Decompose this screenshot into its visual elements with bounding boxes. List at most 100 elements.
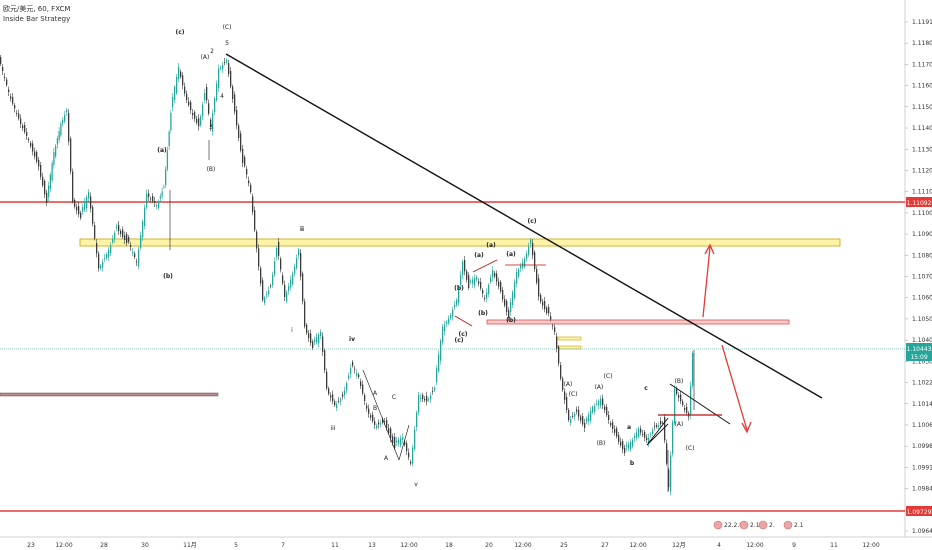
session-markers[interactable]: 22.2.8 2.1 2. 2.1 (713, 520, 804, 530)
candle-body (370, 415, 372, 418)
candle-body (394, 437, 396, 448)
candle-body (278, 242, 280, 256)
downtrend-line[interactable] (225, 53, 823, 399)
time-axis[interactable]: 23 12:00 28 30 11月 5 7 11 13 12:00 18 20 12:00 25 27 12… (27, 542, 880, 549)
candle-body (118, 225, 120, 231)
candle-body (242, 149, 244, 163)
candle-body (402, 437, 404, 440)
projection-down-arrow[interactable] (721, 344, 752, 434)
yellow-box-2[interactable] (557, 345, 582, 350)
candle-body (180, 71, 182, 77)
x-tick-label: 12:00 (400, 542, 417, 549)
triangle-line-1[interactable] (646, 417, 669, 446)
candle-body (596, 403, 598, 405)
price-axis[interactable]: 1.11910 1.11800 1.11700 1.11600 1.11500 1.114… (905, 19, 932, 535)
triangle-line-2[interactable] (646, 423, 669, 446)
wave-label: (A) (595, 384, 604, 391)
candle-body (130, 245, 132, 247)
candle-body (186, 93, 188, 100)
demand-zone-pink[interactable] (486, 319, 790, 325)
yellow-box-1[interactable] (557, 336, 582, 341)
candle-body (336, 404, 338, 408)
candle-body (484, 298, 486, 299)
candle-body (310, 333, 312, 343)
candle-body (584, 422, 586, 428)
candle-body (36, 152, 38, 162)
session-marker-icon[interactable] (739, 520, 749, 530)
candle-body (346, 383, 348, 391)
x-tick-label: 12:00 (862, 542, 879, 549)
candle-body (12, 97, 14, 104)
wave-label: (c) (454, 337, 463, 344)
supply-zone-yellow[interactable] (79, 238, 841, 247)
candle-body (542, 301, 544, 306)
session-marker-icon[interactable] (758, 520, 768, 530)
candle-body (670, 455, 672, 492)
wave-label: 2 (210, 48, 214, 55)
candle-body (426, 395, 428, 402)
candle-body (358, 374, 360, 377)
candle-body (660, 421, 662, 425)
candle-body (300, 253, 302, 277)
x-tick-label: 20 (485, 542, 493, 549)
candle-body (638, 428, 640, 437)
y-tick-label: 1.11100 (912, 189, 932, 196)
candle-body (302, 273, 304, 302)
wave-label: ii (300, 226, 304, 233)
candle-body (20, 118, 22, 124)
y-tick-label: 1.10060 (912, 422, 932, 429)
candle-body (308, 333, 310, 338)
candle-body (194, 112, 196, 119)
y-tick-label: 1.11300 (912, 146, 932, 153)
wave-label: (A) (201, 54, 210, 61)
y-tick-label: 1.09640 (912, 528, 932, 535)
projection-up-arrow[interactable] (702, 243, 715, 318)
candle-body (204, 93, 206, 101)
candle-body (684, 408, 686, 410)
wave-label: A (384, 455, 389, 462)
candle-body (114, 232, 116, 239)
candle-body (672, 421, 674, 454)
candle-body (68, 113, 70, 142)
y-tick-label: 1.09980 (912, 443, 932, 450)
candle-body (86, 197, 88, 208)
candle-body (350, 368, 352, 374)
candle-body (146, 193, 148, 208)
x-tick-label: 12月 (672, 542, 686, 549)
session-marker-icon[interactable] (713, 520, 723, 530)
candle-body (450, 315, 452, 319)
x-tick-label: 11 (830, 542, 838, 549)
candle-body (106, 254, 108, 258)
wave-label: (b) (163, 273, 173, 280)
candle-body (198, 118, 200, 127)
x-tick-label: 28 (100, 542, 108, 549)
candle-body (156, 205, 158, 206)
candle-body (678, 395, 680, 398)
candle-body (566, 397, 568, 410)
candle-body (142, 221, 144, 237)
wave-label: A (373, 390, 378, 397)
brown-zone[interactable] (0, 392, 219, 397)
candle-body (176, 77, 178, 93)
candle-body (436, 368, 438, 382)
candle-body (90, 196, 92, 209)
candle-body (272, 274, 274, 285)
candle-body (572, 416, 574, 417)
triangle-upper[interactable] (669, 383, 731, 425)
candle-body (538, 278, 540, 297)
candle-body (18, 113, 20, 119)
wave-label: (C) (223, 24, 232, 31)
candle-body (202, 104, 204, 117)
session-marker-icon[interactable] (783, 520, 793, 530)
candle-body (66, 110, 68, 112)
candle-body (558, 347, 560, 364)
wave-label: (b) (478, 310, 488, 317)
candle-body (102, 262, 104, 268)
candle-body (55, 146, 57, 157)
candle-body (676, 388, 678, 394)
wave-label: (a) (506, 251, 516, 258)
candle-body (654, 425, 656, 427)
candle-body (184, 86, 186, 94)
candle-body (200, 116, 202, 125)
